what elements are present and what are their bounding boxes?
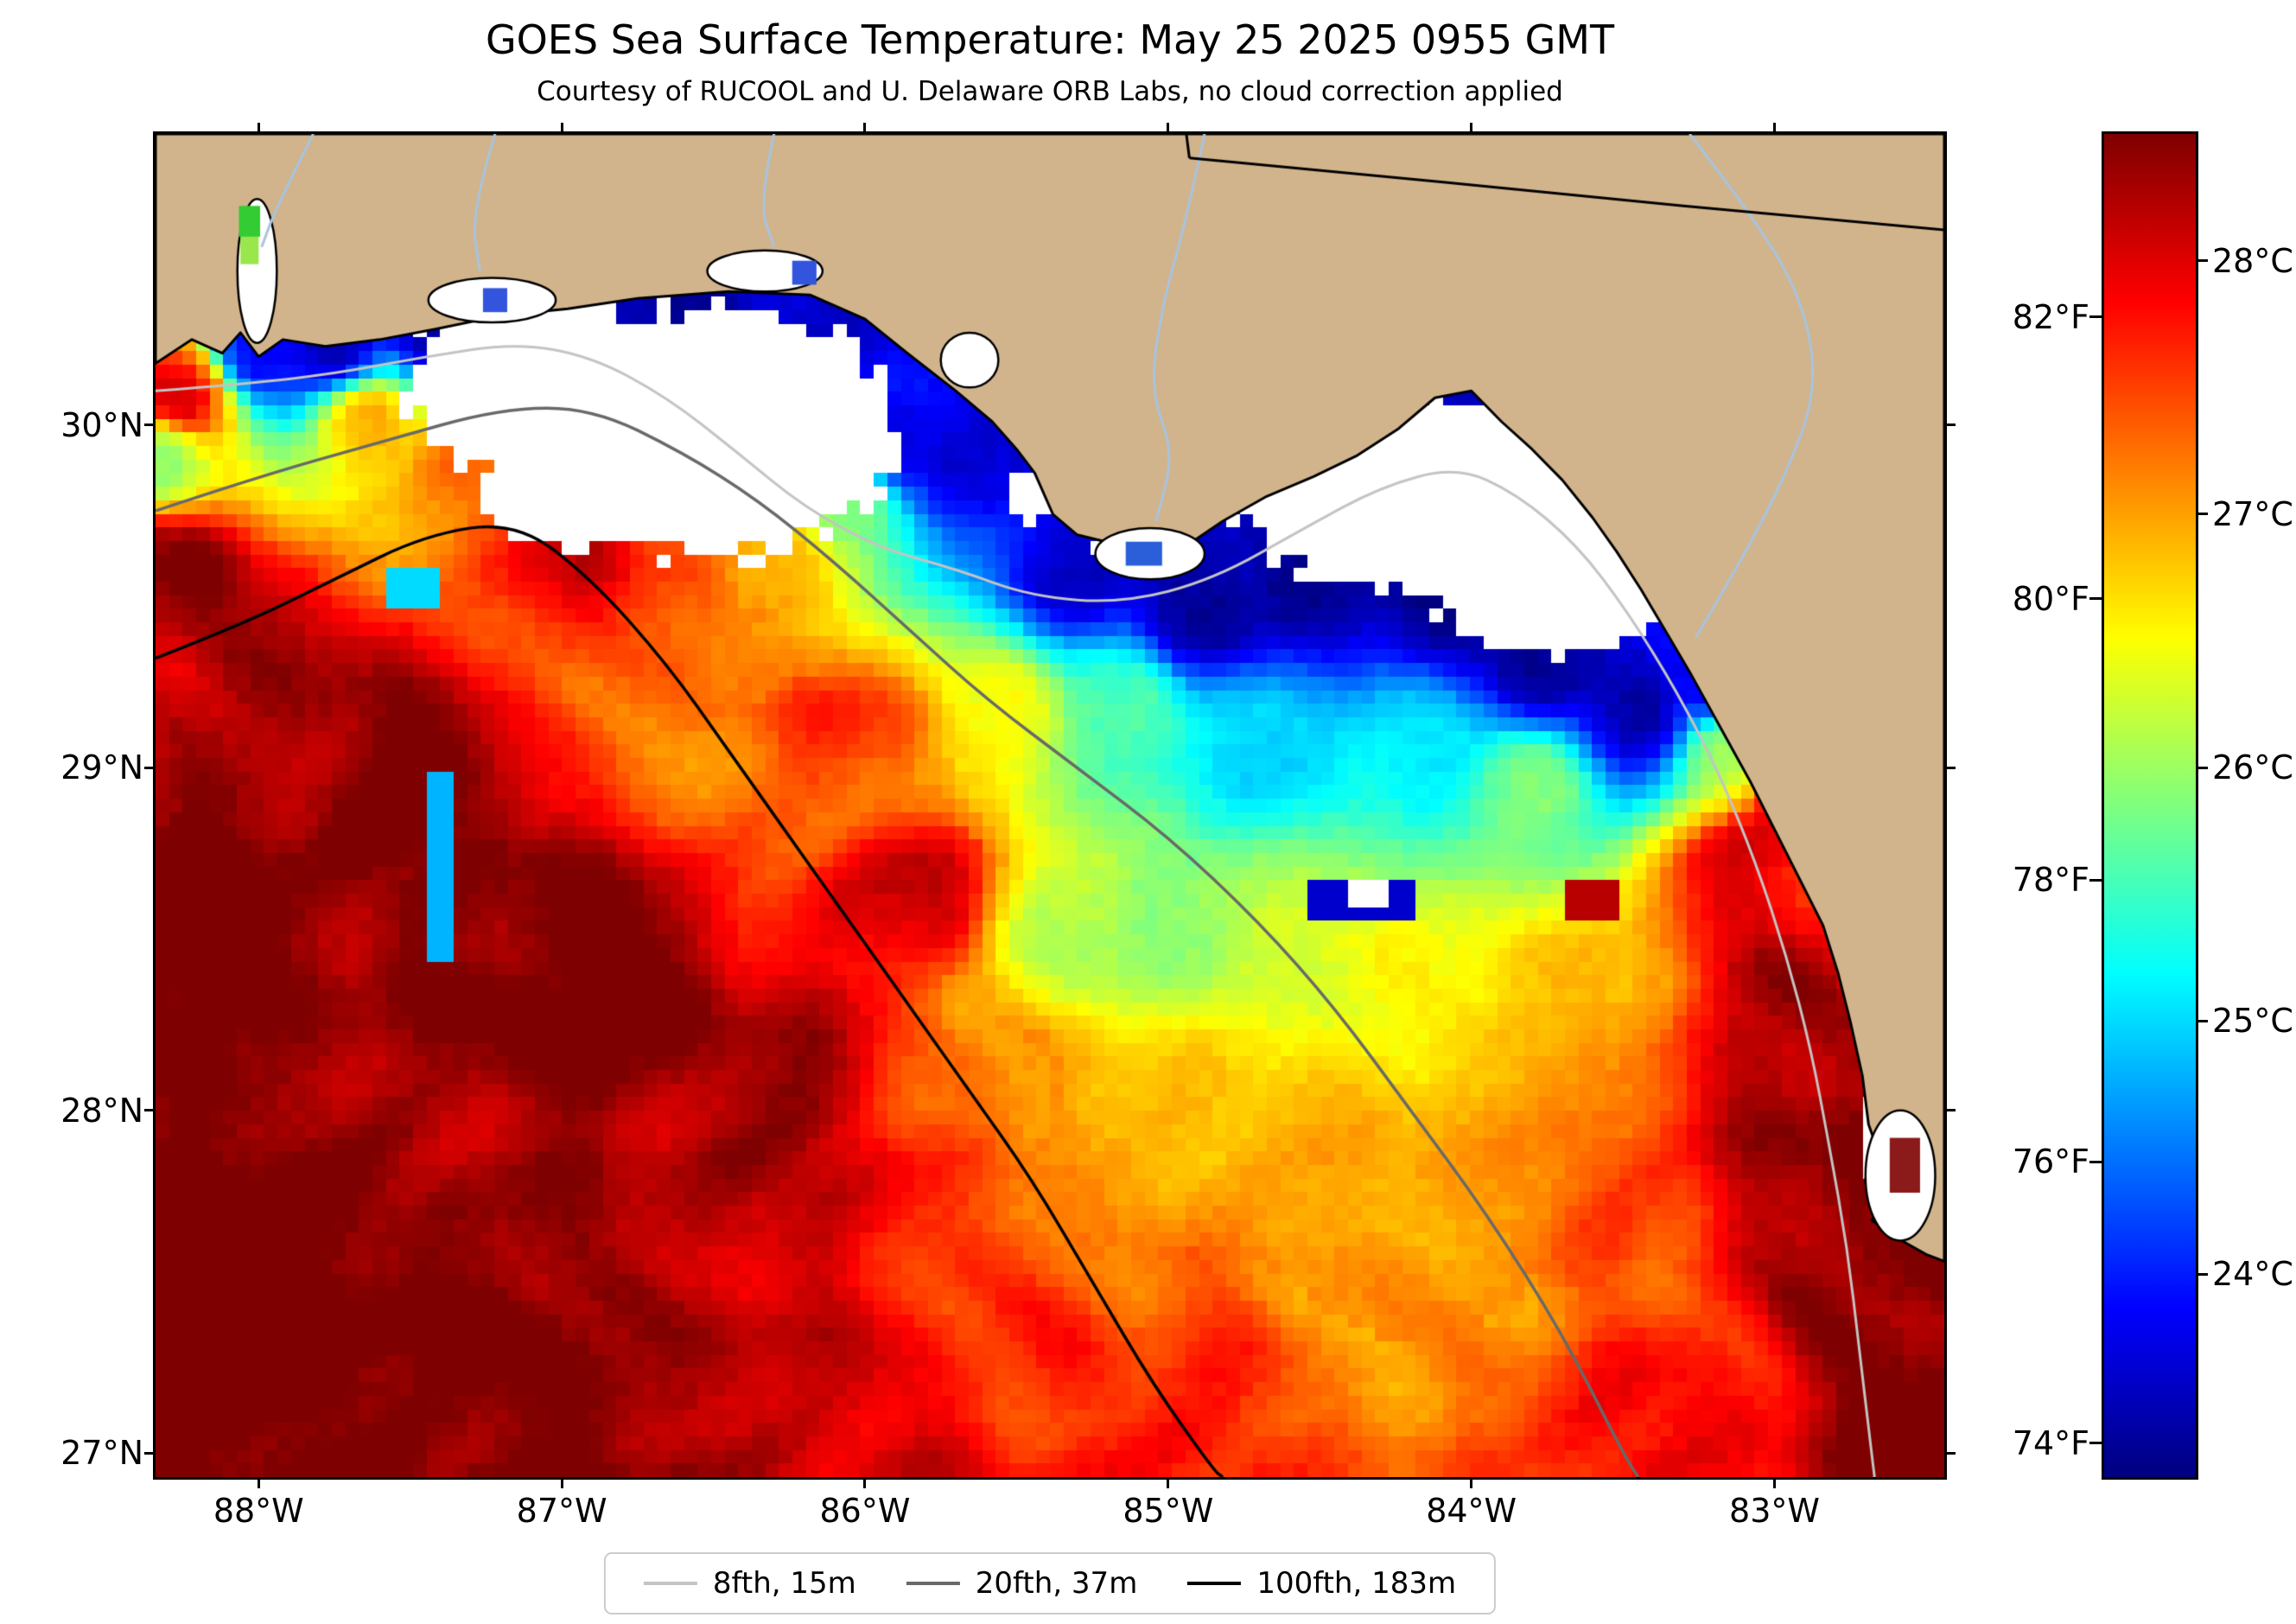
- y-tick-label: 30°N: [60, 405, 143, 444]
- sst-heatmap-canvas: [156, 134, 1944, 1477]
- chart-title: GOES Sea Surface Temperature: May 25 202…: [485, 16, 1615, 63]
- colorbar-f-tick: [2089, 1160, 2102, 1163]
- colorbar-f-tick: [2089, 1442, 2102, 1445]
- colorbar-c-label: 25°C: [2212, 1002, 2293, 1041]
- y-axis-right-tick: [1944, 766, 1956, 769]
- y-tick-label: 29°N: [60, 748, 143, 787]
- x-tick-label: 86°W: [819, 1492, 911, 1530]
- depth-contour-legend: 8fth, 15m 20fth, 37m 100fth, 183m: [603, 1552, 1497, 1614]
- x-axis-top-tick: [1167, 123, 1170, 134]
- colorbar-f-label: 74°F: [2012, 1423, 2089, 1462]
- y-axis-right-tick: [1944, 1109, 1956, 1112]
- colorbar-c-tick: [2196, 1272, 2208, 1276]
- y-tick-label: 27°N: [60, 1434, 143, 1473]
- legend-line-15m-icon: [643, 1582, 697, 1585]
- x-axis-top-tick: [1773, 123, 1777, 134]
- x-axis-tick: [257, 1477, 260, 1488]
- x-axis-top-tick: [257, 123, 260, 134]
- x-tick-label: 85°W: [1123, 1492, 1214, 1530]
- colorbar-f-tick: [2089, 597, 2102, 601]
- colorbar-c-tick: [2196, 1019, 2208, 1022]
- x-axis-tick: [560, 1477, 563, 1488]
- colorbar-c-label: 27°C: [2212, 494, 2293, 533]
- y-axis-right-tick: [1944, 1451, 1956, 1455]
- legend-line-37m-icon: [906, 1582, 960, 1585]
- colorbar-gradient-canvas: [2104, 134, 2196, 1477]
- y-axis-tick: [144, 1451, 156, 1455]
- chart-subtitle: Courtesy of RUCOOL and U. Delaware ORB L…: [537, 76, 1563, 107]
- colorbar-c-label: 26°C: [2212, 748, 2293, 787]
- x-tick-label: 84°W: [1426, 1492, 1517, 1530]
- legend-label-15m: 8fth, 15m: [712, 1566, 856, 1601]
- legend-label-183m: 100fth, 183m: [1256, 1566, 1457, 1601]
- legend-label-37m: 20fth, 37m: [975, 1566, 1138, 1601]
- x-axis-tick: [1167, 1477, 1170, 1488]
- x-tick-label: 88°W: [213, 1492, 304, 1530]
- colorbar-c-tick: [2196, 513, 2208, 516]
- colorbar-c-label: 24°C: [2212, 1255, 2293, 1294]
- colorbar-c-label: 28°C: [2212, 241, 2293, 280]
- colorbar-f-label: 80°F: [2012, 579, 2089, 618]
- x-axis-top-tick: [560, 123, 563, 134]
- legend-item-15m: 8fth, 15m: [643, 1566, 856, 1601]
- x-axis-tick: [1470, 1477, 1473, 1488]
- legend-line-183m-icon: [1187, 1582, 1242, 1585]
- x-axis-tick: [1773, 1477, 1777, 1488]
- x-axis-top-tick: [863, 123, 867, 134]
- x-tick-label: 87°W: [516, 1492, 607, 1530]
- colorbar-f-tick: [2089, 315, 2102, 319]
- legend-item-183m: 100fth, 183m: [1187, 1566, 1456, 1601]
- x-axis-tick: [863, 1477, 867, 1488]
- map-plot-area: [156, 134, 1944, 1477]
- legend-item-37m: 20fth, 37m: [906, 1566, 1138, 1601]
- colorbar-f-label: 82°F: [2012, 297, 2089, 336]
- y-axis-tick: [144, 424, 156, 427]
- x-axis-top-tick: [1470, 123, 1473, 134]
- colorbar-f-label: 76°F: [2012, 1143, 2089, 1181]
- y-axis-right-tick: [1944, 424, 1956, 427]
- colorbar-c-tick: [2196, 259, 2208, 263]
- colorbar-c-tick: [2196, 766, 2208, 769]
- x-tick-label: 83°W: [1729, 1492, 1820, 1530]
- colorbar: [2104, 134, 2196, 1477]
- colorbar-f-tick: [2089, 878, 2102, 882]
- y-tick-label: 28°N: [60, 1091, 143, 1130]
- colorbar-f-label: 78°F: [2012, 861, 2089, 900]
- y-axis-tick: [144, 766, 156, 769]
- y-axis-tick: [144, 1109, 156, 1112]
